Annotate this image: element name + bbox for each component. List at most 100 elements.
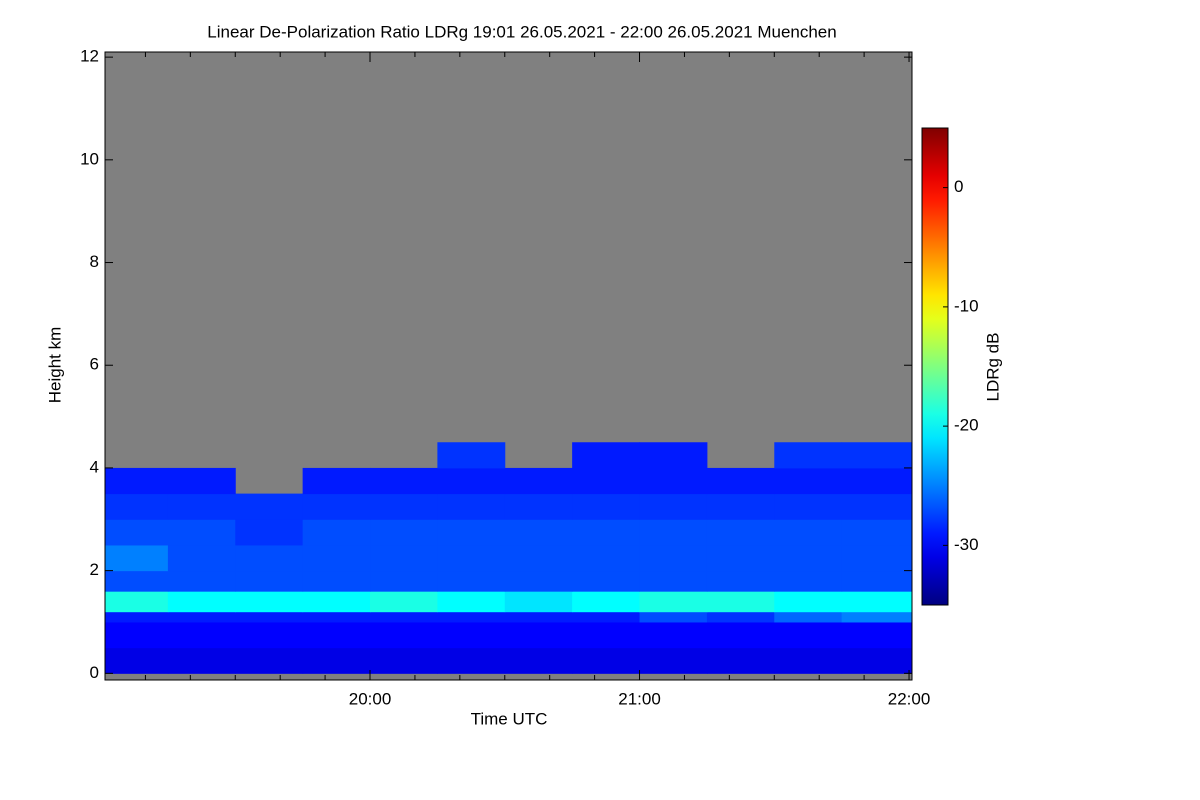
heatmap-cell	[774, 467, 843, 495]
heatmap-cell	[639, 519, 708, 546]
heatmap-cell	[639, 621, 708, 649]
heatmap-cell	[841, 467, 913, 495]
heatmap-cell	[774, 647, 843, 674]
heatmap-cell	[504, 621, 573, 649]
heatmap-cell	[302, 570, 371, 592]
heatmap-cell	[235, 621, 304, 649]
heatmap-cell	[437, 493, 506, 520]
heatmap-cell	[706, 544, 775, 572]
heatmap-cell	[235, 493, 304, 520]
heatmap-cell	[370, 591, 438, 613]
heatmap-cell	[504, 647, 573, 674]
heatmap-cell	[706, 591, 775, 613]
heatmap-cell	[437, 519, 506, 546]
heatmap-cell	[105, 519, 169, 546]
heatmap-cell	[639, 493, 708, 520]
x-tick-label: 21:00	[618, 689, 661, 708]
heatmap-cell	[105, 544, 169, 572]
heatmap-cell	[167, 647, 236, 674]
y-tick-label: 2	[90, 560, 99, 579]
heatmap-cell	[167, 467, 236, 495]
heatmap-cell	[167, 519, 236, 546]
heatmap-cell	[572, 611, 641, 623]
heatmap-cell	[167, 621, 236, 649]
y-axis-label: Height km	[45, 327, 64, 404]
heatmap-cell	[639, 467, 708, 495]
heatmap-cell	[370, 519, 438, 546]
heatmap-cell	[302, 611, 371, 623]
chart-title: Linear De-Polarization Ratio LDRg 19:01 …	[207, 22, 836, 41]
heatmap-cell	[572, 591, 641, 613]
heatmap-cell	[302, 544, 371, 572]
heatmap-cell	[437, 442, 506, 469]
heatmap-cell	[639, 647, 708, 674]
heatmap-cell	[774, 442, 843, 469]
heatmap-cell	[841, 519, 913, 546]
colorbar	[921, 127, 949, 606]
heatmap-cell	[370, 647, 438, 674]
colorbar-tick-label: -10	[954, 296, 979, 315]
heatmap-cell	[370, 621, 438, 649]
heatmap-cell	[370, 570, 438, 592]
heatmap-cell	[437, 611, 506, 623]
heatmap-cell	[235, 519, 304, 546]
heatmap-cell	[706, 570, 775, 592]
heatmap-cell	[370, 544, 438, 572]
y-tick-label: 4	[90, 457, 99, 476]
heatmap-cell	[437, 621, 506, 649]
heatmap-cell	[774, 570, 843, 592]
heatmap-cell	[105, 467, 169, 495]
colorbar-label: LDRg dB	[983, 333, 1002, 402]
heatmap-cell	[504, 544, 573, 572]
heatmap-cell	[572, 570, 641, 592]
heatmap-cell	[504, 611, 573, 623]
heatmap-cell	[235, 611, 304, 623]
heatmap-cell	[437, 467, 506, 495]
heatmap-cell	[572, 621, 641, 649]
y-tick-label: 6	[90, 355, 99, 374]
heatmap-cell	[841, 442, 913, 469]
heatmap-cell	[235, 647, 304, 674]
heatmap-cell	[167, 570, 236, 592]
heatmap-cell	[302, 591, 371, 613]
heatmap-cell	[841, 591, 913, 613]
heatmap-cell	[504, 591, 573, 613]
heatmap-cell	[437, 544, 506, 572]
heatmap-cell	[841, 544, 913, 572]
heatmap-cell	[437, 647, 506, 674]
heatmap-cell	[370, 467, 438, 495]
colorbar-tick-label: 0	[954, 177, 963, 196]
heatmap-cell	[706, 519, 775, 546]
heatmap-cell	[370, 493, 438, 520]
heatmap-cell	[841, 570, 913, 592]
x-tick-label: 20:00	[349, 689, 392, 708]
heatmap-cell	[706, 493, 775, 520]
heatmap-cell	[105, 493, 169, 520]
heatmap-cell	[706, 621, 775, 649]
heatmap-cell	[841, 621, 913, 649]
heatmap-cell	[437, 591, 506, 613]
heatmap-cell	[235, 570, 304, 592]
colorbar-tick-label: -30	[954, 535, 979, 554]
heatmap-cell	[302, 647, 371, 674]
heatmap-cell	[235, 544, 304, 572]
heatmap-cell	[504, 467, 573, 495]
y-tick-label: 0	[90, 663, 99, 682]
heatmap-cell	[774, 544, 843, 572]
heatmap-cell	[706, 647, 775, 674]
heatmap-cell	[572, 544, 641, 572]
heatmap-cell	[639, 611, 708, 623]
heatmap-cell	[167, 544, 236, 572]
heatmap-cell	[302, 519, 371, 546]
heatmap-cell	[105, 591, 169, 613]
heatmap-cell	[370, 611, 438, 623]
heatmap-cell	[504, 570, 573, 592]
heatmap-cell	[504, 493, 573, 520]
colorbar-tick-label: -20	[954, 416, 979, 435]
heatmap-cell	[572, 519, 641, 546]
heatmap-cell	[167, 493, 236, 520]
x-tick-label: 22:00	[888, 689, 931, 708]
heatmap-cell	[302, 493, 371, 520]
heatmap-cell	[167, 591, 236, 613]
